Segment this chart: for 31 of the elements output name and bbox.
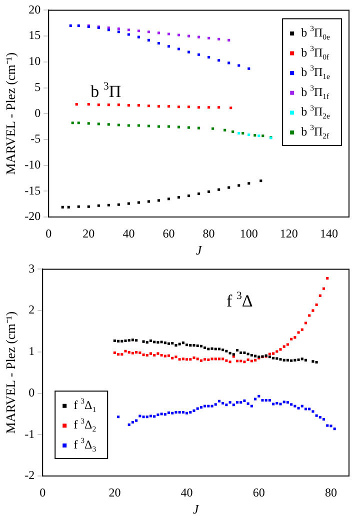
x-axis-title: J	[196, 242, 203, 258]
y-tick-label: 2	[28, 302, 35, 317]
x-tick-label: 140	[320, 226, 338, 240]
y-tick-label: 10	[28, 54, 41, 68]
y-tick-label: -5	[30, 132, 41, 146]
x-tick-label: 40	[122, 226, 135, 240]
y-axis-title: MARVEL - Plez (cm⁻¹)	[3, 52, 18, 175]
y-tick-label: 0	[28, 385, 35, 400]
y-tick-label: 0	[34, 106, 41, 120]
y-tick-label: -2	[24, 468, 35, 482]
x-tick-label: 60	[162, 226, 175, 240]
y-tick-label: -15	[24, 183, 41, 198]
x-tick-label: 60	[252, 485, 265, 500]
y-tick-label: -20	[24, 209, 41, 224]
y-axis-title: MARVEL - Plez (cm⁻¹)	[3, 311, 18, 434]
x-tick-label: 40	[180, 485, 193, 500]
y-tick-label: 1	[28, 344, 35, 358]
y-tick-label: -10	[24, 157, 41, 172]
y-tick-label: 15	[28, 28, 41, 42]
x-axis-title: J	[192, 502, 200, 517]
x-tick-label: 20	[108, 485, 121, 500]
y-tick-label: -1	[24, 426, 35, 441]
x-tick-label: 100	[240, 226, 258, 240]
x-tick-label: 0	[46, 226, 52, 240]
y-tick-label: 5	[34, 80, 41, 94]
x-tick-label: 20	[82, 226, 95, 240]
y-tick-label: 20	[28, 2, 41, 16]
x-tick-label: 80	[202, 226, 215, 240]
x-tick-label: 120	[280, 226, 298, 240]
y-tick-label: 3	[28, 261, 35, 276]
x-tick-label: 80	[324, 485, 337, 500]
